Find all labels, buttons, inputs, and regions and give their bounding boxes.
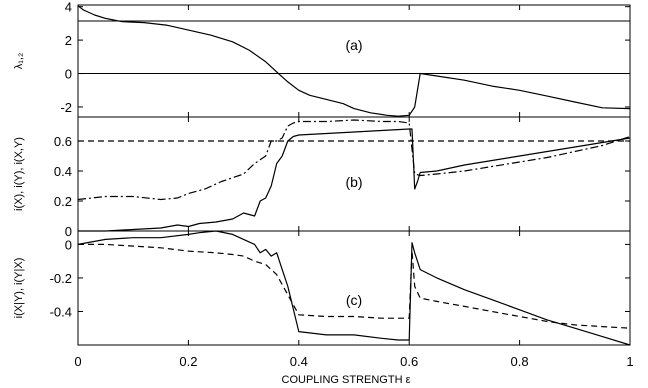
panel-b-ytick-label: 0.2 [54, 194, 72, 209]
x-axis: 0 0.2 0.4 0.6 0.8 1 [74, 354, 633, 369]
panel-b-label: (b) [345, 174, 362, 190]
x-tick-label: 0 [74, 354, 81, 369]
panel-a-y-axis-label: λ₁,₂ [13, 53, 25, 70]
x-tick-label: 1 [626, 354, 633, 369]
panel-c-ytick-label: -0.2 [50, 271, 72, 286]
panel-a-frame [77, 4, 631, 118]
panel-c-ytick-label: 0 [65, 237, 72, 252]
panel-a-series-solid [77, 5, 631, 117]
x-tick-label: 0.2 [179, 354, 197, 369]
panel-b-series-solid [78, 128, 631, 232]
panel-b-ytick-label: 0.6 [54, 134, 72, 149]
panel-a-ytick-label: 4 [65, 0, 72, 15]
panel-a-ytick-label: -2 [60, 100, 72, 115]
panel-a: 4 2 0 -2 (a) λ₁,₂ [13, 0, 631, 118]
x-tick-label: 0.6 [400, 354, 418, 369]
panel-a-label: (a) [345, 37, 362, 53]
panel-b: 0.6 0.4 0.2 0 (b) i(X), i(Y), i(X,Y) [13, 116, 631, 239]
panel-a-ytick-label: 2 [65, 33, 72, 48]
panel-c-y-axis-label: i(X|Y), i(Y|X) [13, 258, 25, 319]
panel-c-series-dashed [78, 243, 631, 329]
x-tick-label: 0.4 [290, 354, 308, 369]
panel-c-ytick-label: -0.4 [50, 304, 72, 319]
panel-b-series-dashdot [77, 119, 631, 201]
panel-c-frame [77, 230, 631, 346]
panel-b-y-axis-label: i(X), i(Y), i(X,Y) [13, 137, 25, 211]
panel-c: 0 -0.2 -0.4 (c) i(X|Y), i(Y|X) [13, 230, 631, 346]
panel-c-label: (c) [346, 292, 362, 308]
panel-b-ytick-label: 0.4 [54, 164, 72, 179]
panel-c-series-solid [77, 230, 631, 346]
panel-a-ytick-label: 0 [65, 67, 72, 82]
x-axis-label: COUPLING STRENGTH ε [282, 374, 411, 386]
x-tick-label: 0.8 [511, 354, 529, 369]
panel-b-ytick-label: 0 [65, 224, 72, 239]
